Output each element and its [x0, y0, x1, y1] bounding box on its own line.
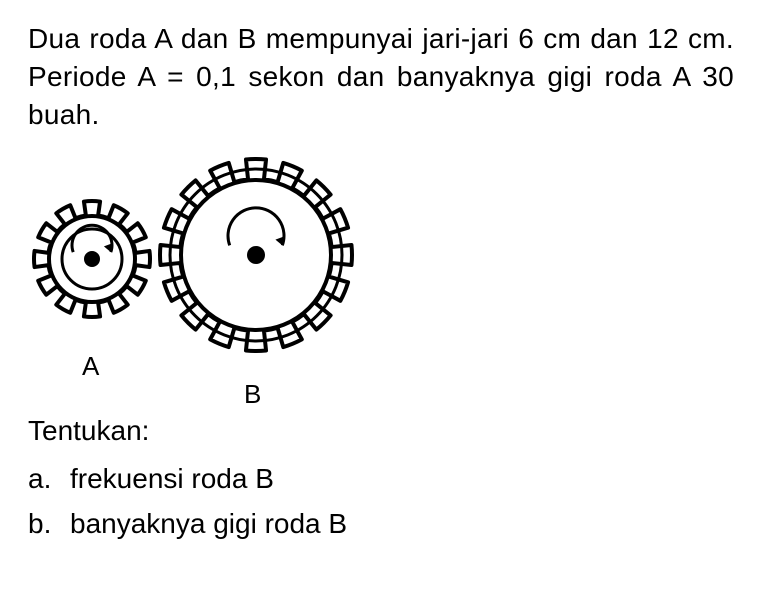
question-item: b. banyaknya gigi roda B: [28, 502, 734, 545]
gears-svg: [20, 143, 400, 403]
gear-a-label: A: [82, 351, 99, 382]
gears-diagram: A B: [20, 143, 400, 403]
questions-section: Tentukan: a. frekuensi roda B b. banyakn…: [28, 409, 734, 545]
problem-statement: Dua roda A dan B mempunyai jari-jari 6 c…: [28, 20, 734, 133]
gear-b-label: B: [244, 379, 261, 410]
questions-heading: Tentukan:: [28, 409, 734, 452]
question-text: banyaknya gigi roda B: [70, 508, 347, 539]
question-marker: b.: [28, 502, 51, 545]
question-marker: a.: [28, 457, 51, 500]
question-item: a. frekuensi roda B: [28, 457, 734, 500]
question-text: frekuensi roda B: [70, 463, 274, 494]
